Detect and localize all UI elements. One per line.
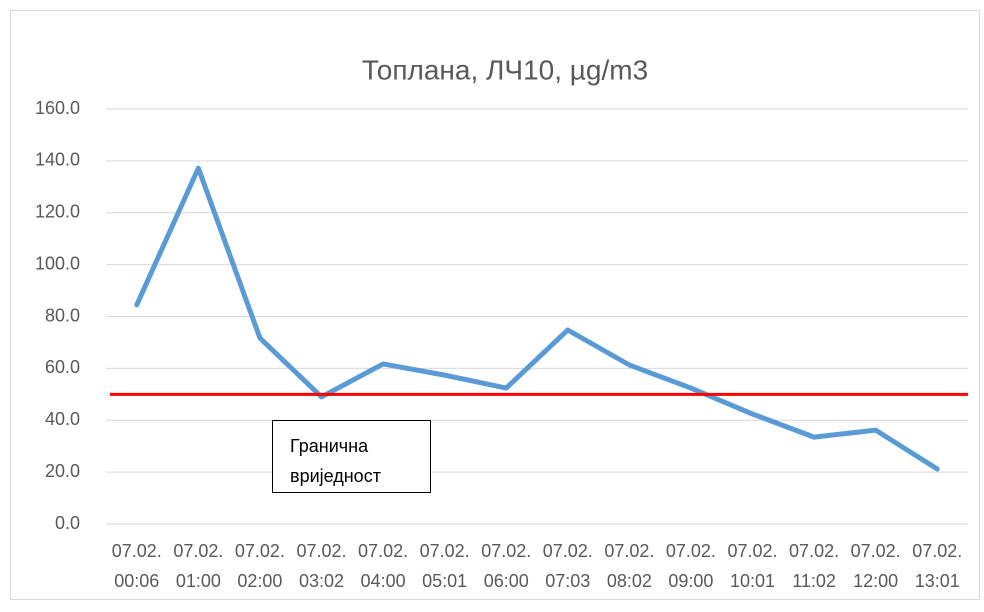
y-tick-label: 20.0 bbox=[45, 461, 80, 481]
chart-border bbox=[10, 10, 980, 600]
x-tick-label: 07.02. 07:03 bbox=[543, 541, 593, 591]
y-tick-label: 60.0 bbox=[45, 357, 80, 377]
y-tick-label: 0.0 bbox=[55, 513, 80, 533]
y-tick-label: 80.0 bbox=[45, 305, 80, 325]
x-tick-label: 07.02. 11:02 bbox=[789, 541, 839, 591]
x-tick-label: 07.02. 00:06 bbox=[112, 541, 162, 591]
x-tick-label: 07.02. 01:00 bbox=[173, 541, 223, 591]
x-tick-label: 07.02. 08:02 bbox=[604, 541, 654, 591]
y-tick-label: 40.0 bbox=[45, 409, 80, 429]
line-series bbox=[134, 165, 940, 472]
y-tick-label: 120.0 bbox=[35, 202, 80, 222]
x-tick-label: 07.02. 09:00 bbox=[666, 541, 716, 591]
annotation-text: Гранична вриједност bbox=[290, 436, 381, 486]
y-tick-label: 100.0 bbox=[35, 253, 80, 273]
annotation: Гранична вриједност bbox=[290, 436, 381, 486]
x-tick-label: 07.02. 05:01 bbox=[420, 541, 470, 591]
y-tick-label: 160.0 bbox=[35, 98, 80, 118]
x-tick-label: 07.02. 13:01 bbox=[912, 541, 962, 591]
y-tick-label: 140.0 bbox=[35, 150, 80, 170]
chart-title: Топлана, ЛЧ10, µg/m3 bbox=[362, 54, 648, 85]
x-tick-label: 07.02. 10:01 bbox=[727, 541, 777, 591]
x-tick-label: 07.02. 03:02 bbox=[296, 541, 346, 591]
x-tick-label: 07.02. 12:00 bbox=[851, 541, 901, 591]
annotation-box bbox=[272, 420, 431, 493]
x-tick-label: 07.02. 04:00 bbox=[358, 541, 408, 591]
x-tick-label: 07.02. 02:00 bbox=[235, 541, 285, 591]
x-tick-label: 07.02. 06:00 bbox=[481, 541, 531, 591]
